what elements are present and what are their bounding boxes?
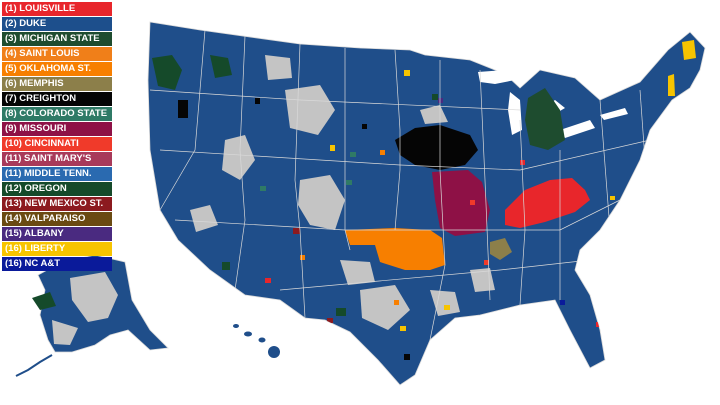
legend-item: (15) ALBANY [2,227,112,241]
alaska-oregon-area [32,292,56,310]
legend-item: (7) CREIGHTON [2,92,112,106]
oklahoma-state-region [345,228,445,270]
liberty-region [668,74,675,96]
legend-item: (14) VALPARAISO [2,212,112,226]
legend-item: (16) LIBERTY [2,242,112,256]
legend-item: (3) MICHIGAN STATE [2,32,112,46]
legend-item: (2) DUKE [2,17,112,31]
hawaii-region [233,324,280,358]
legend-item: (4) SAINT LOUIS [2,47,112,61]
alaska-gray-area [70,272,118,322]
michigan-state-region [525,88,565,150]
legend-item: (16) NC A&T [2,257,112,271]
legend-item: (13) NEW MEXICO ST. [2,197,112,211]
creighton-region [395,125,478,170]
legend: (1) LOUISVILLE (2) DUKE (3) MICHIGAN STATE… [2,2,112,272]
oregon-region [152,55,182,90]
state-borders [149,29,651,341]
alaska-gray-area [52,320,78,345]
legend-item: (10) CINCINNATI [2,137,112,151]
missouri-region [432,170,490,236]
louisville-region [505,178,590,228]
legend-item: (6) MEMPHIS [2,77,112,91]
legend-item: (8) COLORADO STATE [2,107,112,121]
legend-item: (1) LOUISVILLE [2,2,112,16]
legend-item: (12) OREGON [2,182,112,196]
legend-item: (9) MISSOURI [2,122,112,136]
memphis-region [490,238,512,260]
oregon-region [210,55,232,78]
legend-item: (11) MIDDLE TENN. [2,167,112,181]
creighton-region [178,100,188,118]
contiguous-us-region [147,21,706,386]
alaska-aleutians [15,354,53,377]
legend-item: (11) SAINT MARY'S [2,152,112,166]
legend-item: (5) OKLAHOMA ST. [2,62,112,76]
liberty-region [682,40,696,60]
